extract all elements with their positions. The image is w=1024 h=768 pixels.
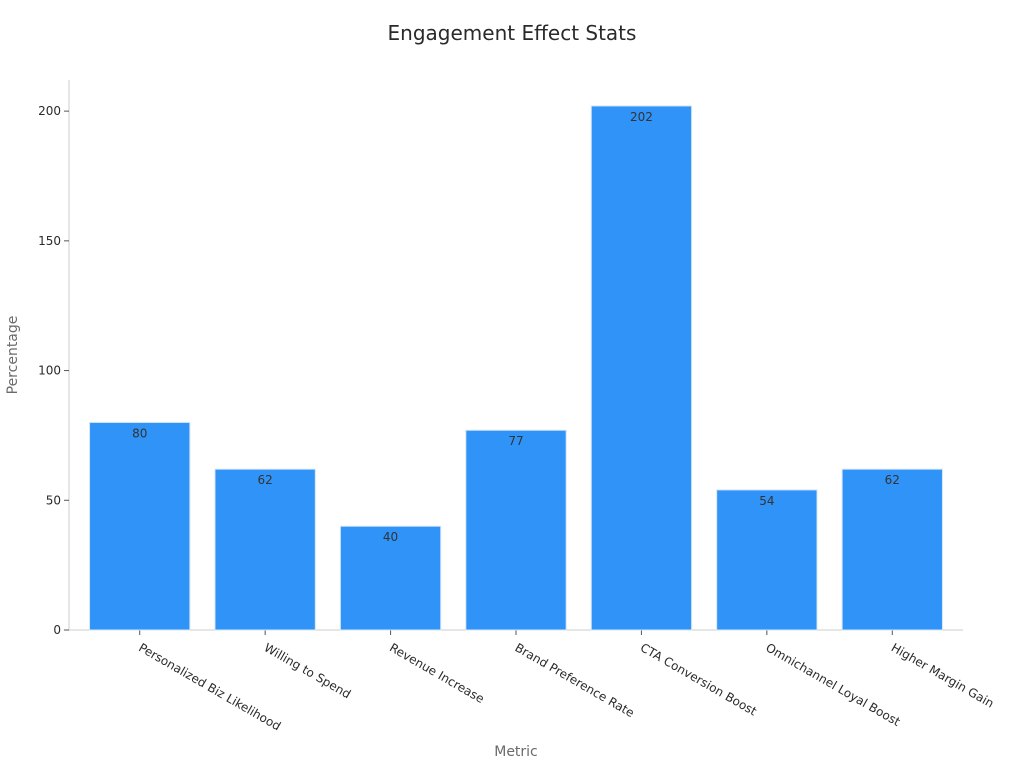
y-axis-title: Percentage <box>5 316 21 395</box>
bar <box>214 468 316 631</box>
bar <box>465 429 567 631</box>
y-axis: 0 50 100 150 200 <box>38 80 70 637</box>
bar-data-label: 62 <box>885 473 900 487</box>
bar <box>716 489 818 631</box>
y-tick-label: 150 <box>38 234 61 248</box>
x-tick-label: Brand Preference Rate <box>513 640 637 720</box>
x-tick-label: Omnichannel Loyal Boost <box>763 640 902 729</box>
bar-data-label: 77 <box>508 434 523 448</box>
bar-data-label: 62 <box>258 473 273 487</box>
bar <box>590 105 693 631</box>
chart-title: Engagement Effect Stats <box>388 21 637 45</box>
y-tick-label: 100 <box>38 364 61 378</box>
bar-data-label: 40 <box>383 530 398 544</box>
bar <box>89 421 191 631</box>
bar-data-label: 202 <box>630 110 653 124</box>
bar-data-label: 54 <box>759 494 774 508</box>
y-tick-label: 200 <box>38 104 61 118</box>
x-tick-label: Higher Margin Gain <box>889 640 997 710</box>
bars-group <box>89 105 943 631</box>
y-tick-label: 50 <box>46 493 61 507</box>
y-tick-label: 0 <box>53 623 61 637</box>
bar <box>841 468 943 631</box>
x-tick-label: Willing to Spend <box>262 640 354 701</box>
x-tick-label: Revenue Increase <box>387 640 487 706</box>
x-tick-label: Personalized Biz Likelihood <box>136 640 283 733</box>
bar-data-label: 80 <box>132 426 147 440</box>
data-labels-group: 80 62 40 77 202 54 62 <box>132 110 900 544</box>
bar <box>339 525 442 631</box>
x-tick-label: CTA Conversion Boost <box>638 640 759 718</box>
x-axis-title: Metric <box>494 744 538 760</box>
